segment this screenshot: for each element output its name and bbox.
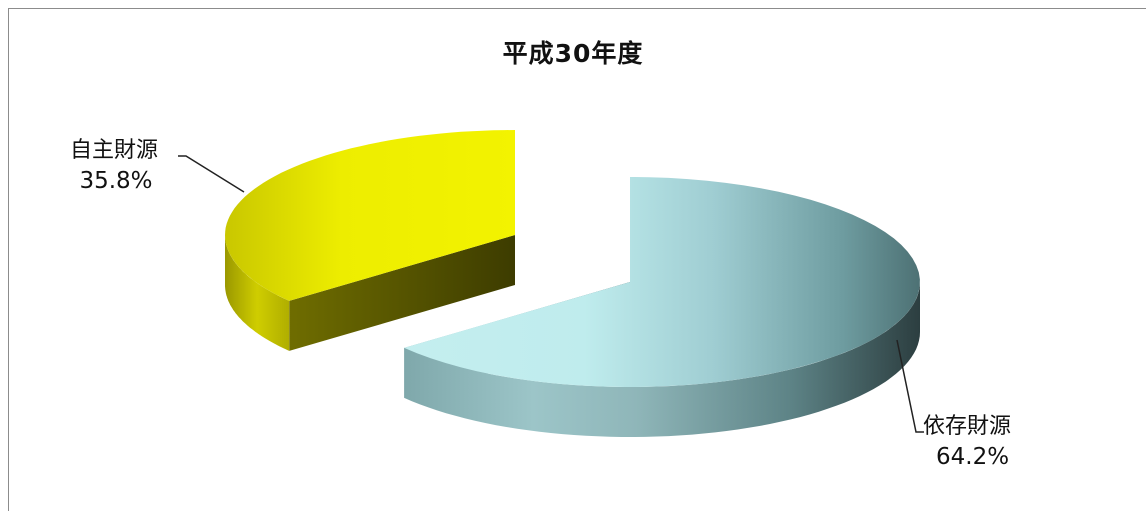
pie-slice-izon <box>404 177 920 437</box>
slice-label-jishu: 自主財源 35.8% <box>70 136 158 196</box>
leader-line-izon <box>896 339 924 433</box>
slice-label-izon: 依存財源 64.2% <box>923 412 1011 472</box>
slice-name-jishu: 自主財源 <box>70 138 159 163</box>
slice-percent-jishu: 35.8% <box>79 168 153 194</box>
leader-lines <box>178 155 924 433</box>
slice-percent-izon: 64.2% <box>936 444 1010 470</box>
pie-slice-izon-top <box>404 177 920 387</box>
pie-slices <box>225 130 920 437</box>
pie-slice-jishu <box>225 130 515 351</box>
pie-slice-jishu-top <box>225 130 515 301</box>
pie-slice-jishu-cut-0 <box>289 235 515 351</box>
pie-slice-izon-side <box>404 282 920 437</box>
chart-title: 平成30年度 <box>502 39 644 68</box>
slice-name-izon: 依存財源 <box>923 414 1012 439</box>
leader-line-jishu <box>178 155 245 193</box>
pie-slice-jishu-side <box>225 235 290 351</box>
